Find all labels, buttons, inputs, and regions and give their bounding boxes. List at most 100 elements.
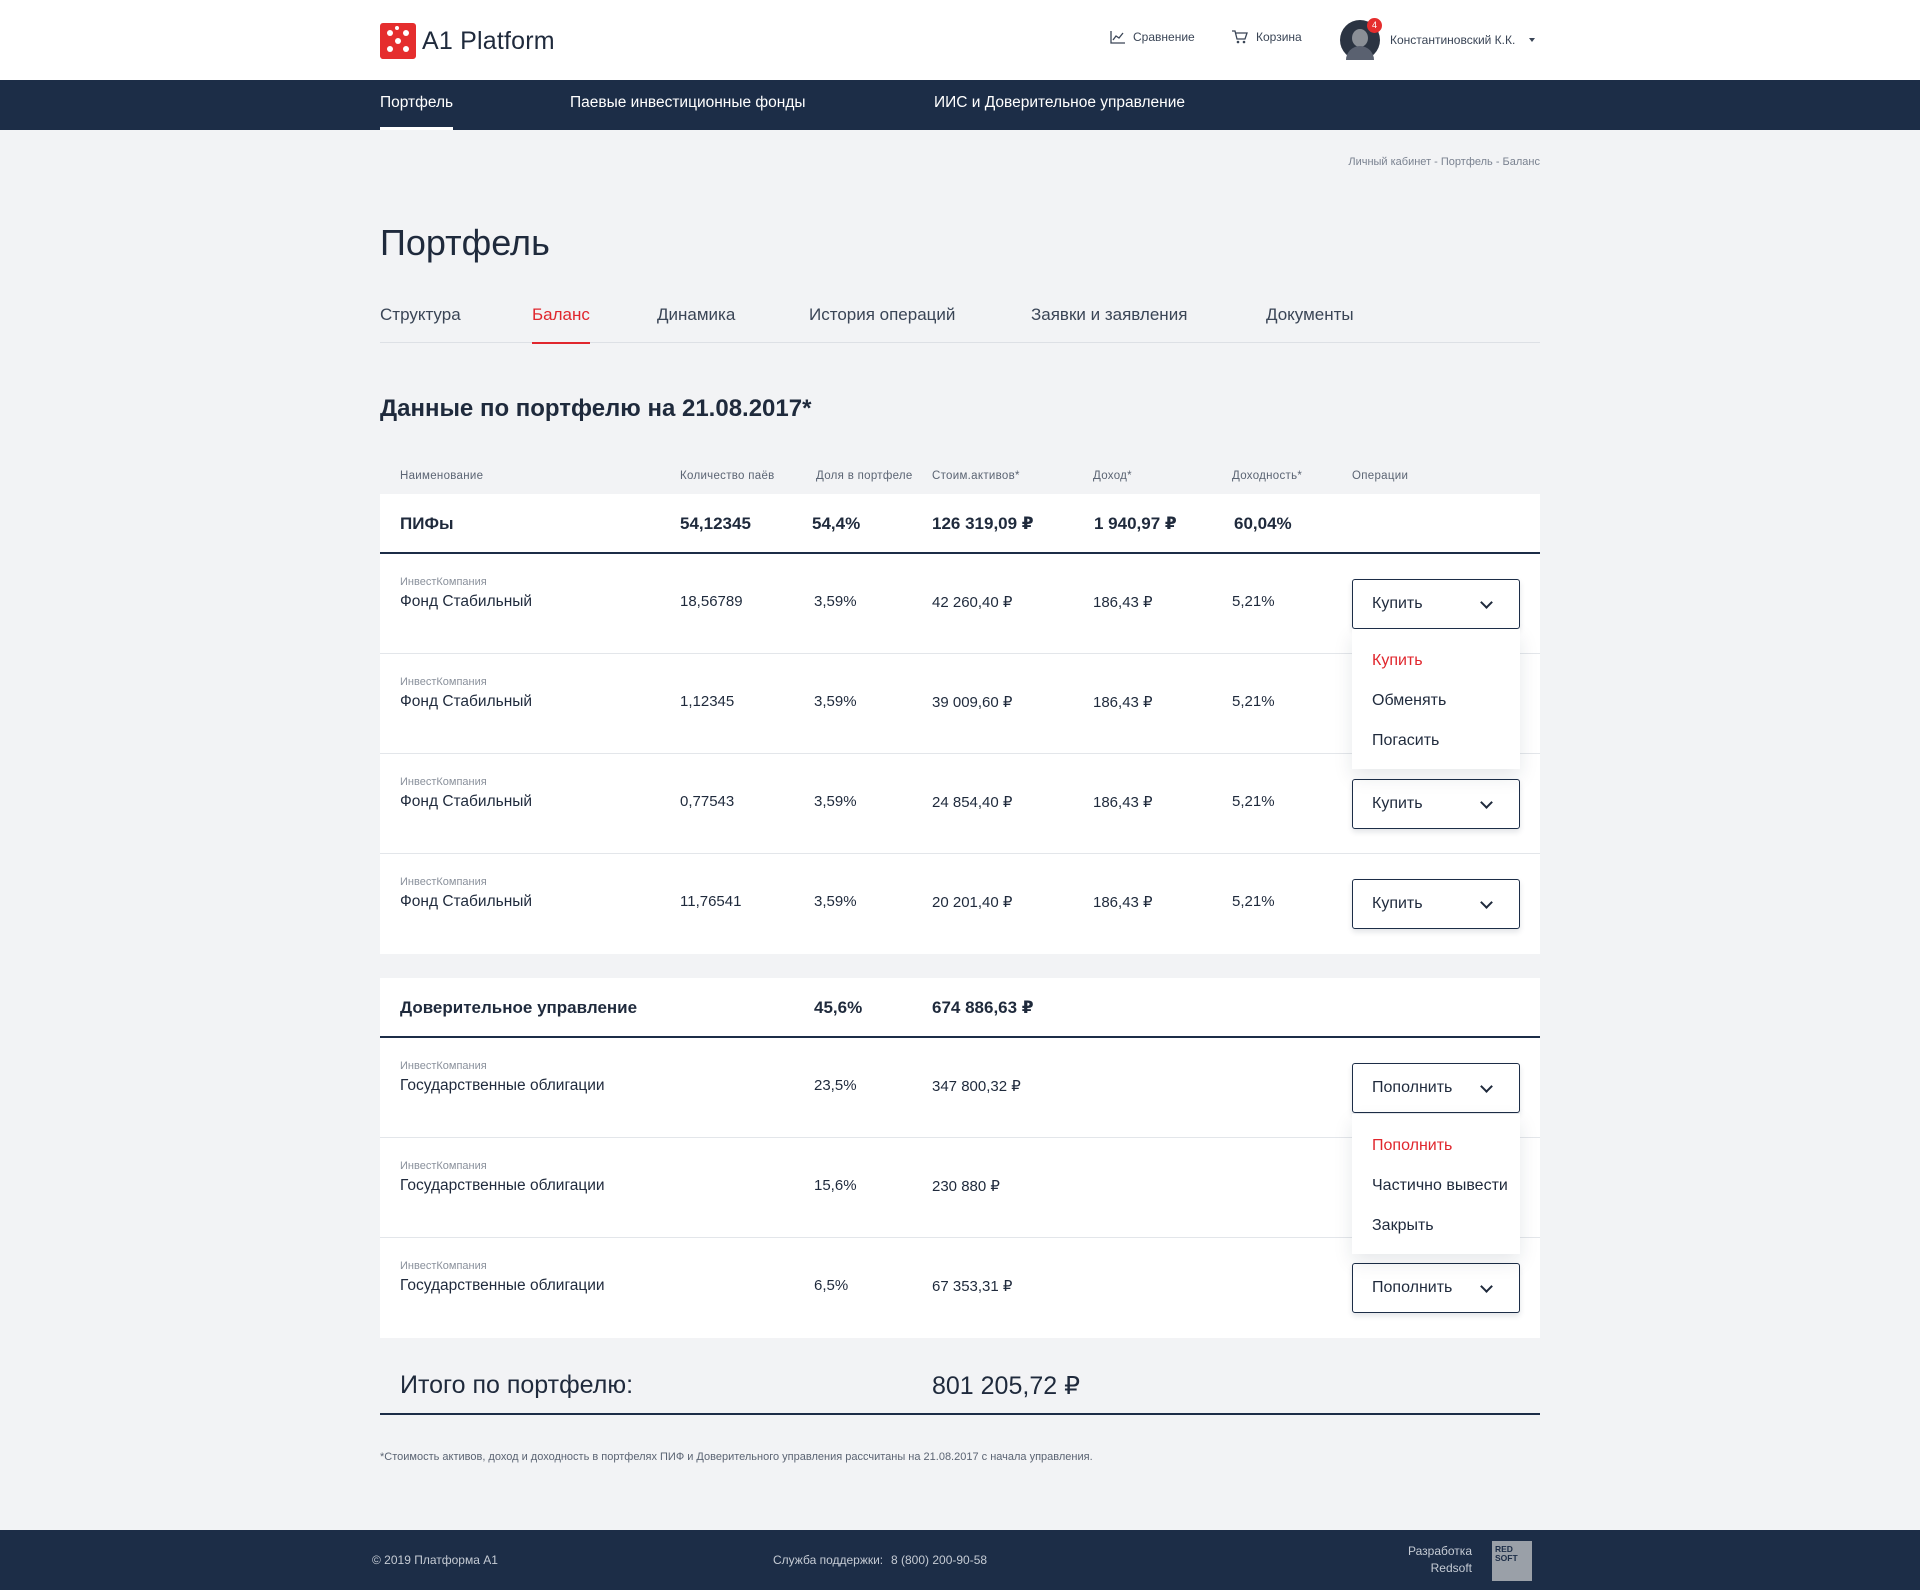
nav-item-iis[interactable]: ИИС и Доверительное управление (934, 94, 1186, 111)
cart-label: Корзина (1256, 30, 1302, 44)
group-name: Доверительное управление (400, 998, 638, 1017)
logo[interactable]: A1 Platform (380, 23, 555, 59)
tab-requests[interactable]: Заявки и заявления (1031, 305, 1188, 324)
user-menu[interactable]: 4 Константиновский К.К. (1340, 18, 1536, 60)
fund-name[interactable]: Фонд Стабильный (400, 593, 533, 610)
group-yield: 60,04% (1234, 514, 1292, 533)
menu-item-buy[interactable]: Купить (1372, 652, 1423, 669)
asset-value: 42 260,40 ₽ (932, 594, 1013, 611)
yield: 5,21% (1232, 793, 1275, 810)
table-row: ИнвестКомпания Фонд Стабильный 11,76541 … (380, 854, 1540, 954)
support-label: Служба поддержки: (773, 1553, 884, 1567)
buy-dropdown-menu: Купить Обменять Погасить (1352, 629, 1520, 769)
pif-summary-row: ПИФы 54,12345 54,4% 126 319,09 ₽ 1 940,9… (380, 494, 1540, 554)
avatar[interactable]: 4 (1340, 18, 1382, 60)
yield: 5,21% (1232, 693, 1275, 710)
units: 0,77543 (680, 793, 735, 810)
yield: 5,21% (1232, 893, 1275, 910)
menu-item-redeem[interactable]: Погасить (1372, 732, 1440, 749)
nav-item-funds[interactable]: Паевые инвестиционные фонды (570, 94, 806, 111)
column-header-name: Наименование (400, 470, 484, 482)
caret-down-icon[interactable] (1529, 38, 1536, 42)
company-name: ИнвестКомпания (400, 876, 487, 888)
breadcrumb[interactable]: Личный кабинет - Портфель - Баланс (1348, 156, 1540, 168)
company-name: ИнвестКомпания (400, 1160, 487, 1172)
redsoft-logo[interactable]: RED SOFT (1492, 1541, 1532, 1581)
page-title: Портфель (380, 222, 550, 263)
deposit-dropdown-button[interactable]: Пополнить (1352, 1263, 1520, 1313)
asset-value: 230 880 ₽ (932, 1178, 1000, 1195)
deposit-dropdown-button[interactable]: Пополнить (1352, 1063, 1520, 1113)
units: 18,56789 (680, 593, 743, 610)
cart-icon (1232, 30, 1248, 44)
fund-name[interactable]: Фонд Стабильный (400, 793, 533, 810)
portfolio-total: Итого по портфелю: 801 205,72 ₽ (380, 1345, 1540, 1415)
logo-icon (380, 23, 416, 59)
chevron-down-icon (1480, 796, 1493, 809)
tab-structure[interactable]: Структура (380, 305, 461, 324)
chevron-down-icon (1480, 1280, 1493, 1293)
column-header-operations: Операции (1352, 470, 1409, 482)
chevron-down-icon (1480, 596, 1493, 609)
nav-item-portfolio[interactable]: Портфель (380, 80, 454, 130)
total-label: Итого по портфелю: (400, 1371, 634, 1399)
tab-dynamics[interactable]: Динамика (657, 305, 736, 324)
fund-name[interactable]: Фонд Стабильный (400, 893, 533, 910)
asset-value: 20 201,40 ₽ (932, 894, 1013, 911)
column-header-share: Доля в портфеле (816, 470, 913, 482)
group-value: 126 319,09 ₽ (932, 514, 1034, 533)
yield: 5,21% (1232, 593, 1275, 610)
fund-name[interactable]: Фонд Стабильный (400, 693, 533, 710)
fund-name[interactable]: Государственные облигации (400, 1277, 605, 1294)
share: 3,59% (814, 593, 857, 610)
income: 186,43 ₽ (1093, 894, 1153, 911)
column-header-value: Стоим.активов* (932, 470, 1020, 482)
asset-value: 24 854,40 ₽ (932, 794, 1013, 811)
company-name: ИнвестКомпания (400, 576, 487, 588)
deposit-dropdown-menu: Пополнить Частично вывести Закрыть (1352, 1114, 1520, 1254)
company-name: ИнвестКомпания (400, 1060, 487, 1072)
units: 11,76541 (680, 893, 742, 910)
chart-icon (1110, 30, 1125, 44)
company-name: ИнвестКомпания (400, 1260, 487, 1272)
tab-balance[interactable]: Баланс (532, 305, 590, 344)
tab-documents[interactable]: Документы (1266, 305, 1354, 324)
income: 186,43 ₽ (1093, 694, 1153, 711)
group-name: ПИФы (400, 514, 454, 533)
footer: © 2019 Платформа А1 Служба поддержки: 8 … (0, 1530, 1920, 1590)
share: 3,59% (814, 893, 857, 910)
group-units: 54,12345 (680, 514, 751, 533)
tab-history[interactable]: История операций (809, 305, 956, 324)
user-name: Константиновский К.К. (1390, 33, 1516, 47)
income: 186,43 ₽ (1093, 594, 1153, 611)
menu-item-partial-withdraw[interactable]: Частично вывести (1372, 1177, 1508, 1194)
buy-dropdown-button[interactable]: Купить (1352, 879, 1520, 929)
total-value: 801 205,72 ₽ (932, 1372, 1080, 1400)
company-name: ИнвестКомпания (400, 776, 487, 788)
share: 15,6% (814, 1177, 857, 1194)
group-share: 45,6% (814, 998, 863, 1017)
fund-name[interactable]: Государственные облигации (400, 1077, 605, 1094)
menu-item-exchange[interactable]: Обменять (1372, 692, 1447, 709)
trust-summary-row: Доверительное управление 45,6% 674 886,6… (380, 978, 1540, 1038)
fund-name[interactable]: Государственные облигации (400, 1177, 605, 1194)
notification-badge: 4 (1367, 18, 1382, 33)
support-phone[interactable]: 8 (800) 200-90-58 (891, 1553, 988, 1567)
share: 3,59% (814, 693, 857, 710)
footnote: *Стоимость активов, доход и доходность в… (380, 1451, 1093, 1463)
copyright: © 2019 Платформа А1 (372, 1553, 498, 1567)
cart-link[interactable]: Корзина (1232, 30, 1302, 44)
compare-link[interactable]: Сравнение (1110, 30, 1195, 44)
group-share: 54,4% (812, 514, 861, 533)
table-row: ИнвестКомпания Фонд Стабильный 1,12345 3… (380, 654, 1540, 754)
menu-item-close[interactable]: Закрыть (1372, 1217, 1434, 1234)
column-header-income: Доход* (1093, 470, 1132, 482)
table-row: ИнвестКомпания Фонд Стабильный 18,56789 … (380, 554, 1540, 654)
compare-label: Сравнение (1133, 30, 1195, 44)
buy-dropdown-button[interactable]: Купить (1352, 579, 1520, 629)
share: 23,5% (814, 1077, 857, 1094)
section-title: Данные по портфелю на 21.08.2017* (380, 395, 812, 422)
top-header: A1 Platform Сравнение Корзина 4 Констант… (0, 0, 1920, 80)
menu-item-deposit[interactable]: Пополнить (1372, 1137, 1453, 1154)
buy-dropdown-button[interactable]: Купить (1352, 779, 1520, 829)
